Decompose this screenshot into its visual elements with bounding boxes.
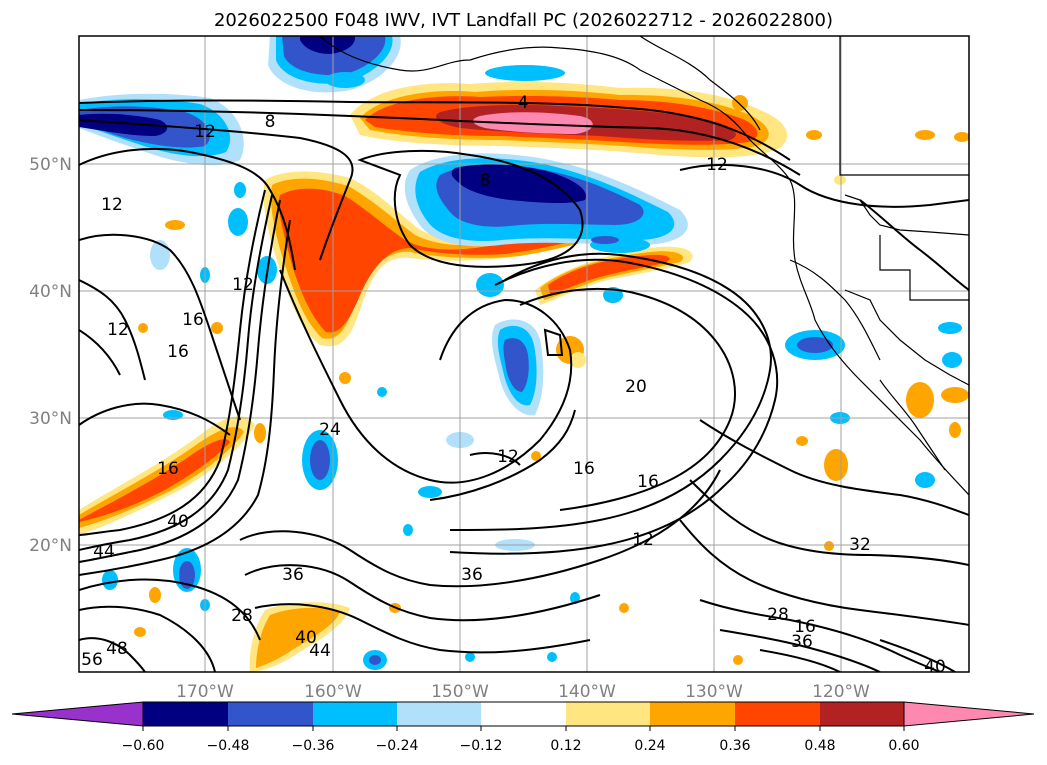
contour-label: 36 xyxy=(791,632,813,652)
colorbar-tick-label: 0.12 xyxy=(550,738,581,754)
colorbar-tick-label: −0.36 xyxy=(292,738,335,754)
contour-label: 24 xyxy=(319,420,341,440)
colorbar-swatch xyxy=(313,702,397,726)
lon-label-150w: 150°W xyxy=(431,682,489,702)
contour-label: 28 xyxy=(767,605,789,625)
longitude-labels: 170°W 160°W 150°W 140°W 130°W 120°W xyxy=(176,682,870,702)
contour-label: 12 xyxy=(107,320,129,340)
colorbar-extend-max xyxy=(903,701,1035,727)
colorbar-swatch xyxy=(566,702,650,726)
lon-label-170w: 170°W xyxy=(176,682,234,702)
lat-label-20: 20°N xyxy=(29,536,72,556)
colorbar-swatch xyxy=(820,702,904,726)
contour-label: 12 xyxy=(632,530,654,550)
lon-label-160w: 160°W xyxy=(304,682,362,702)
map-frame xyxy=(78,35,970,673)
contour-label: 16 xyxy=(637,472,659,492)
colorbar-tick-label: 0.24 xyxy=(634,738,665,754)
iwv-contours xyxy=(79,99,969,672)
contour-labels: 4 8 12 12 8 12 12 12 16 16 12 16 24 16 4… xyxy=(81,93,946,677)
contour-label: 56 xyxy=(81,650,103,670)
colorbar-tick-label: −0.60 xyxy=(122,738,165,754)
contour-label: 20 xyxy=(625,377,647,397)
contour-label: 40 xyxy=(924,657,946,677)
colorbar-tick-label: 0.60 xyxy=(888,738,919,754)
positive-anomaly-fill xyxy=(79,81,969,672)
lon-label-130w: 130°W xyxy=(685,682,743,702)
contour-label: 36 xyxy=(461,565,483,585)
contour-label: 16 xyxy=(157,459,179,479)
lat-label-40: 40°N xyxy=(29,282,72,302)
contour-label: 16 xyxy=(182,310,204,330)
lon-label-140w: 140°W xyxy=(558,682,616,702)
contour-label: 44 xyxy=(93,542,115,562)
contour-label: 12 xyxy=(101,195,123,215)
latitude-labels: 50°N 40°N 30°N 20°N xyxy=(29,155,72,556)
lat-label-50: 50°N xyxy=(29,155,72,175)
colorbar-tick-label: −0.24 xyxy=(376,738,419,754)
contour-label: 28 xyxy=(231,606,253,626)
contour-label: 44 xyxy=(309,641,331,661)
colorbar: −0.60 −0.48 −0.36 −0.24 −0.12 0.12 0.24 … xyxy=(11,701,1035,754)
contour-label: 12 xyxy=(194,122,216,142)
contour-label: 48 xyxy=(106,639,128,659)
contour-label: 16 xyxy=(573,459,595,479)
contour-label: 12 xyxy=(706,155,728,175)
colorbar-swatch xyxy=(143,702,228,726)
contour-label: 16 xyxy=(167,342,189,362)
contour-label: 32 xyxy=(849,535,871,555)
contour-label: 16 xyxy=(794,617,816,637)
graticule xyxy=(79,36,969,672)
colorbar-swatch xyxy=(397,702,481,726)
colorbar-swatch xyxy=(650,702,735,726)
colorbar-swatch xyxy=(481,702,566,726)
contour-label: 8 xyxy=(480,171,491,191)
contour-label: 4 xyxy=(518,93,529,113)
contour-label: 8 xyxy=(265,112,276,132)
colorbar-tick-label: −0.48 xyxy=(207,738,250,754)
colorbar-extend-min xyxy=(11,701,144,727)
figure-title: 2026022500 F048 IWV, IVT Landfall PC (20… xyxy=(213,10,834,31)
colorbar-tick-label: −0.12 xyxy=(460,738,503,754)
colorbar-swatch xyxy=(735,702,820,726)
lat-label-30: 30°N xyxy=(29,409,72,429)
contour-label: 12 xyxy=(232,275,254,295)
contour-label: 36 xyxy=(282,565,304,585)
colorbar-swatch xyxy=(228,702,313,726)
negative-anomaly-fill xyxy=(79,36,962,670)
colorbar-tick-label: 0.36 xyxy=(719,738,750,754)
lon-label-120w: 120°W xyxy=(812,682,870,702)
contour-label: 40 xyxy=(167,512,189,532)
colorbar-tick-label: 0.48 xyxy=(804,738,835,754)
contour-label: 12 xyxy=(497,447,519,467)
contour-label: 40 xyxy=(295,628,317,648)
